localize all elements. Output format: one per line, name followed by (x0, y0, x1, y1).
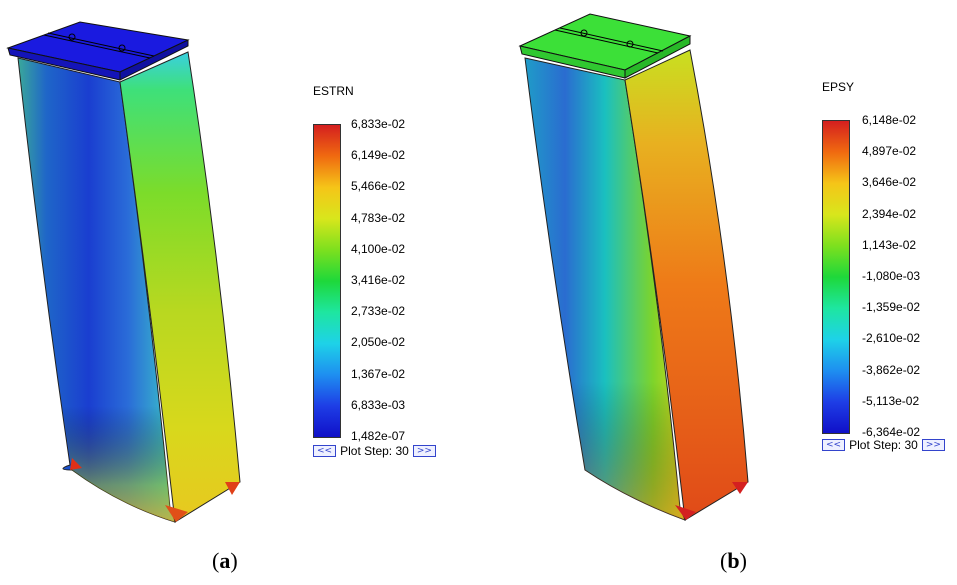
caption-b: (b) (720, 548, 747, 573)
colorbar-b-tick-label: 1,143e-02 (862, 237, 917, 252)
plot-step-label-b: Plot Step: 30 (849, 438, 918, 452)
colorbar-b-tick-label: 4,897e-02 (862, 144, 917, 159)
colorbar-b (822, 120, 850, 434)
colorbar-b-tick-label: 2,394e-02 (862, 206, 917, 221)
colorbar-a-tick-label: 4,783e-02 (351, 210, 406, 225)
colorbar-a (313, 124, 341, 438)
colorbar-b-tick-label: -1,359e-02 (862, 300, 921, 315)
colorbar-b-tick-label: -6,364e-02 (862, 425, 921, 439)
plot-step-label-a: Plot Step: 30 (340, 444, 409, 458)
colorbar-a-tick-label: 3,416e-02 (351, 273, 406, 287)
colorbar-b-tick-label: -2,610e-02 (862, 331, 921, 346)
plot-step-a: << Plot Step: 30 >> (313, 444, 436, 458)
colorbar-a-tick-label: 1,367e-02 (351, 366, 406, 381)
prev-step-button-a[interactable]: << (313, 445, 337, 457)
plot-step-b: << Plot Step: 30 >> (822, 438, 945, 452)
colorbar-a-tick-label: 5,466e-02 (351, 179, 406, 194)
colorbar-b-tick-label: -5,113e-02 (862, 393, 920, 408)
caption-a: (a) (212, 548, 238, 573)
colorbar-a-tick-label: 6,833e-03 (351, 397, 406, 412)
colorbar-b-tick-label: -3,862e-02 (862, 362, 921, 377)
prev-step-button-b[interactable]: << (822, 439, 846, 451)
colorbar-a-tick-label: 2,733e-02 (351, 304, 406, 319)
beam-model-a (6, 21, 241, 523)
legend-title-b: EPSY (822, 80, 855, 94)
colorbar-a-tick-label: 6,149e-02 (351, 148, 406, 163)
colorbar-a-tick-label: 1,482e-07 (351, 429, 406, 443)
colorbar-b-tick-label: 6,148e-02 (862, 113, 917, 127)
next-step-button-b[interactable]: >> (921, 439, 945, 451)
colorbar-b-tick-label: 3,646e-02 (862, 175, 917, 190)
next-step-button-a[interactable]: >> (412, 445, 436, 457)
colorbar-a-tick-label: 4,100e-02 (351, 241, 406, 256)
colorbar-a-tick-label: 6,833e-02 (351, 117, 406, 131)
colorbar-b-tick-label: -1,080e-03 (862, 269, 921, 283)
colorbar-a-tick-label: 2,050e-02 (351, 335, 406, 350)
legend-title-a: ESTRN (313, 84, 354, 98)
beam-model-b (518, 13, 749, 521)
